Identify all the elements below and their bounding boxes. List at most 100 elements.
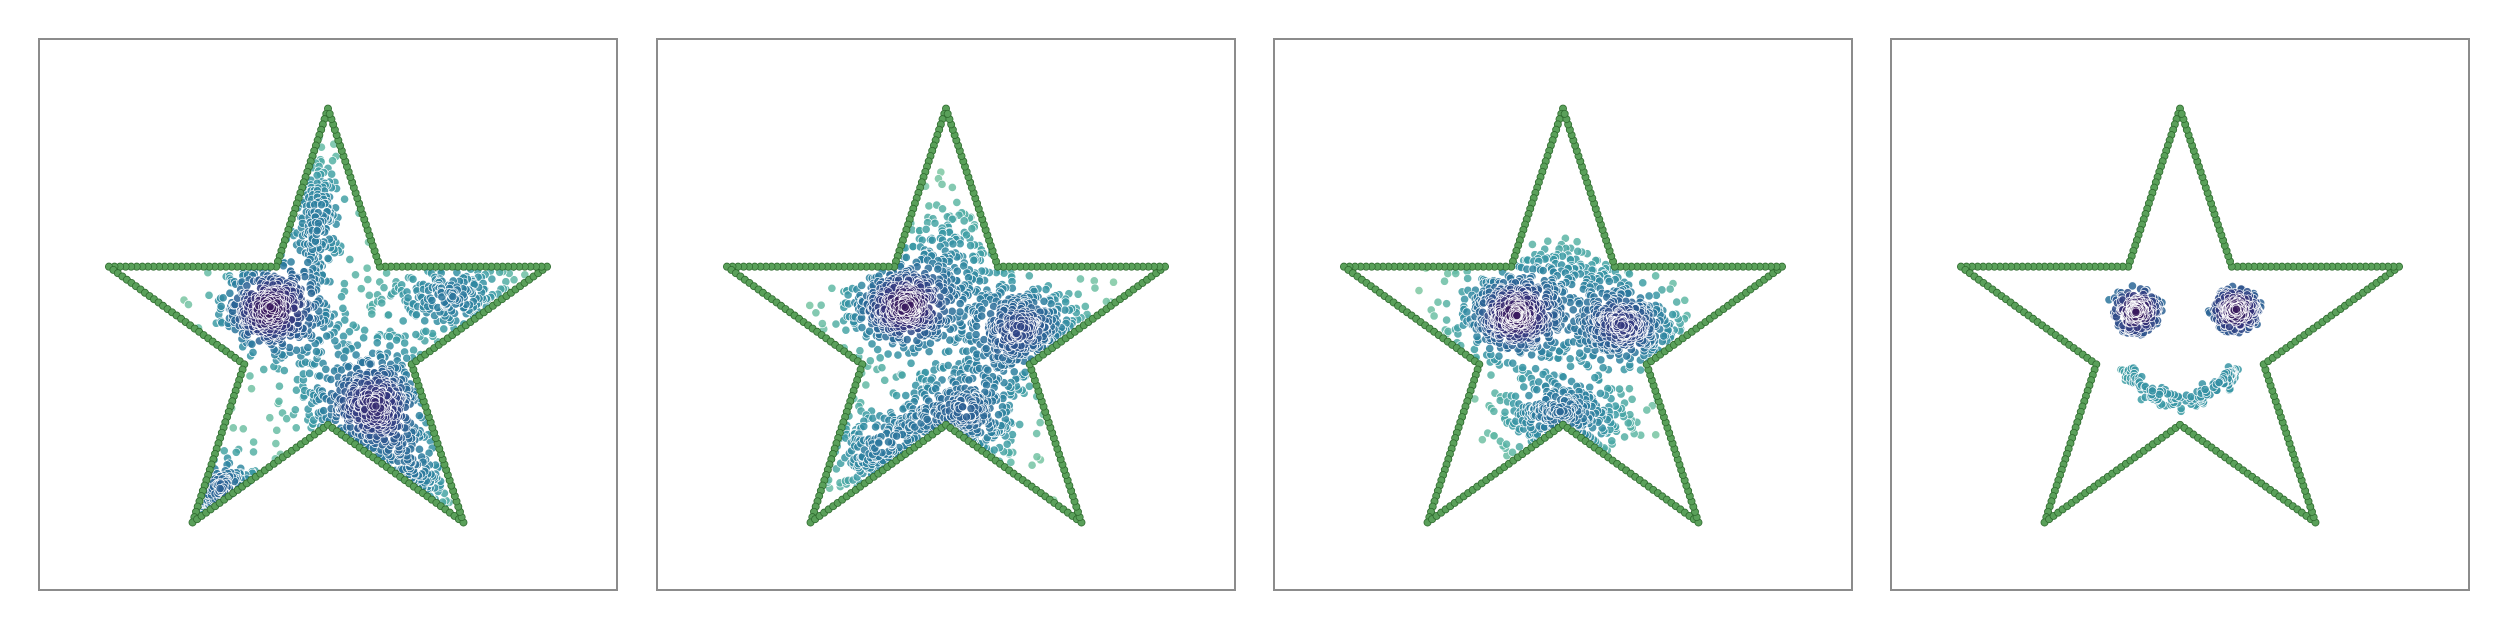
data-point <box>1642 405 1652 415</box>
data-point <box>1002 439 1012 449</box>
data-point <box>1518 363 1528 373</box>
data-point <box>1009 367 1019 377</box>
data-point <box>343 362 353 372</box>
data-point <box>1015 419 1025 430</box>
data-point <box>958 402 968 412</box>
scatter-plot-1 <box>104 104 552 527</box>
data-point <box>964 375 974 385</box>
data-point <box>420 316 430 326</box>
data-point <box>303 343 313 353</box>
data-point <box>311 347 321 357</box>
data-point <box>1080 301 1090 311</box>
data-point <box>900 302 910 312</box>
data-point <box>313 218 323 228</box>
data-point <box>228 423 238 433</box>
data-point <box>218 293 228 303</box>
data-point <box>1568 305 1578 315</box>
data-point <box>356 284 366 294</box>
data-point <box>1485 344 1495 354</box>
data-point <box>183 300 193 310</box>
data-point <box>362 263 372 273</box>
data-point <box>971 321 982 331</box>
data-point <box>282 414 292 424</box>
data-point <box>1668 310 1678 320</box>
data-point <box>966 240 976 251</box>
data-point <box>924 201 934 211</box>
boundary-marker <box>325 109 334 118</box>
data-point <box>1555 407 1565 417</box>
data-point <box>350 270 361 280</box>
data-point <box>952 266 962 276</box>
data-point <box>1644 291 1654 301</box>
data-point <box>247 339 257 349</box>
data-point <box>1620 432 1630 442</box>
data-point <box>865 356 875 366</box>
data-point <box>1651 430 1661 440</box>
data-point <box>855 346 865 356</box>
data-point <box>339 279 349 289</box>
data-point <box>1511 391 1521 401</box>
data-point <box>1442 299 1452 309</box>
boundary-marker <box>943 109 952 118</box>
data-point <box>1680 295 1690 305</box>
data-point <box>1494 351 1504 361</box>
data-point <box>300 272 310 282</box>
data-point <box>1433 297 1443 307</box>
data-point <box>943 360 953 370</box>
data-point <box>1514 442 1525 452</box>
data-point <box>989 445 999 455</box>
data-point <box>1006 457 1016 467</box>
data-point <box>1109 277 1119 287</box>
data-point <box>403 293 413 303</box>
data-point <box>1462 307 1472 317</box>
data-point <box>1073 289 1083 299</box>
data-point <box>379 283 389 293</box>
data-point <box>351 350 361 360</box>
data-point <box>326 374 336 384</box>
data-point <box>377 298 387 308</box>
data-point <box>880 375 890 385</box>
data-point <box>874 438 884 448</box>
data-point <box>944 346 954 356</box>
data-point <box>1519 382 1529 392</box>
data-point <box>1486 370 1496 380</box>
data-point <box>409 345 419 355</box>
data-point <box>1528 264 1538 274</box>
chart-panel-1 <box>38 38 618 591</box>
data-point <box>402 353 412 363</box>
data-point <box>238 424 248 434</box>
data-point <box>1665 284 1675 294</box>
data-point <box>1573 246 1583 256</box>
data-point <box>1032 429 1042 439</box>
data-point <box>921 224 931 234</box>
data-point <box>901 252 911 262</box>
data-point <box>265 413 275 423</box>
data-point <box>1524 391 1534 401</box>
data-point <box>873 345 883 355</box>
data-point <box>321 364 331 374</box>
data-point <box>323 253 333 263</box>
data-point <box>1638 278 1648 288</box>
data-point <box>1538 266 1548 276</box>
data-point <box>1032 452 1042 462</box>
data-point <box>962 412 972 422</box>
data-point <box>1472 332 1482 342</box>
data-point <box>937 179 947 189</box>
data-point <box>1651 271 1661 281</box>
data-point <box>271 439 281 449</box>
data-point <box>1501 439 1512 449</box>
data-point <box>1075 274 1085 284</box>
data-point <box>1027 460 1037 470</box>
data-point <box>893 350 903 360</box>
data-point <box>247 384 257 394</box>
data-point <box>398 316 408 326</box>
data-point <box>1041 285 1051 295</box>
chart-panel-3 <box>1273 38 1853 591</box>
data-point <box>857 323 867 333</box>
data-point <box>259 364 269 375</box>
data-point <box>1595 388 1605 398</box>
data-point <box>316 200 326 210</box>
data-point <box>959 216 969 226</box>
data-point <box>1024 271 1034 281</box>
